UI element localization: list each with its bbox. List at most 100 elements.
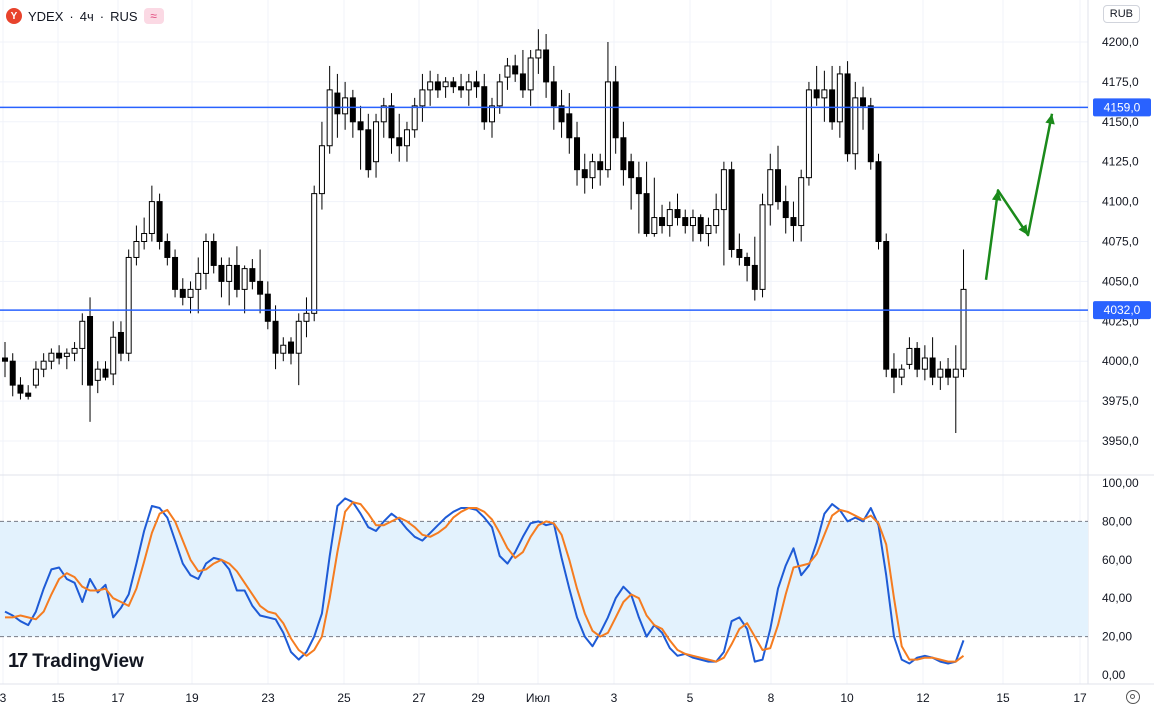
candle xyxy=(689,209,696,242)
indicator-wave-icon[interactable]: ≈ xyxy=(143,8,164,24)
candle xyxy=(63,348,70,370)
time-axis: 3 15 17 19 23 25 27 29 Июл 3 5 8 10 12 15 17 xyxy=(0,691,1087,705)
candle-down-body xyxy=(844,73,851,155)
candle xyxy=(519,49,526,98)
candle xyxy=(597,153,604,186)
candle xyxy=(481,73,488,130)
candle-down-body xyxy=(210,241,217,266)
candle xyxy=(210,233,217,274)
candle xyxy=(17,377,24,400)
candle-up-body xyxy=(373,121,380,163)
candle xyxy=(56,345,63,365)
candle-up-body xyxy=(311,193,318,314)
candle-up-body xyxy=(32,368,39,386)
candle-up-body xyxy=(403,129,410,147)
candle xyxy=(697,214,704,242)
time-tick-label: 8 xyxy=(768,691,775,705)
candle xyxy=(9,353,16,397)
candle-down-body xyxy=(17,384,24,394)
candle-down-body xyxy=(102,368,109,378)
candle xyxy=(666,201,673,237)
candle-down-body xyxy=(117,331,124,354)
candle xyxy=(342,81,349,130)
candle-down-body xyxy=(450,81,457,88)
candle xyxy=(512,54,519,82)
tradingview-logo[interactable]: 17 TradingView xyxy=(8,650,144,673)
candle xyxy=(728,161,735,258)
candle xyxy=(488,97,495,138)
candle xyxy=(566,93,573,154)
candle-up-body xyxy=(342,97,349,115)
candle-down-body xyxy=(612,81,619,139)
candle-up-body xyxy=(689,217,696,227)
candle xyxy=(535,29,542,74)
oscillator-tick-label: 80,00 xyxy=(1102,514,1132,528)
candle-down-body xyxy=(914,347,921,370)
candle xyxy=(349,89,356,138)
candle xyxy=(720,161,727,266)
candle-up-body xyxy=(604,81,611,171)
candle-up-body xyxy=(411,105,418,131)
currency-button[interactable]: RUB xyxy=(1102,5,1140,23)
price-levels[interactable] xyxy=(0,106,1088,311)
stochastic-lines xyxy=(4,497,965,665)
candle xyxy=(179,278,186,306)
forecast-arrow-head xyxy=(1045,113,1055,125)
candle-up-body xyxy=(937,368,944,378)
candle-up-body xyxy=(63,352,70,357)
candle-down-body xyxy=(597,161,604,171)
chart-header[interactable]: Y YDEX · 4ч · RUS ≈ xyxy=(6,6,164,26)
candle-down-body xyxy=(790,217,797,227)
candle xyxy=(612,65,619,154)
candle-up-body xyxy=(40,360,47,370)
candle-up-body xyxy=(921,357,928,370)
candle xyxy=(875,153,882,250)
candle xyxy=(241,265,248,314)
candle-up-body xyxy=(527,57,534,91)
candle-down-body xyxy=(288,341,295,354)
price-tick-label: 3950,0 xyxy=(1102,434,1139,448)
candle xyxy=(272,305,279,370)
candle xyxy=(233,246,240,298)
settings-gear-icon[interactable] xyxy=(1126,690,1140,704)
candle xyxy=(713,193,720,234)
forecast-arrow xyxy=(984,113,1055,280)
candle-up-body xyxy=(705,225,712,235)
exchange-label: RUS xyxy=(110,8,138,24)
candle xyxy=(558,89,565,138)
candle xyxy=(388,93,395,154)
candle xyxy=(860,86,867,130)
candle-down-body xyxy=(164,241,171,258)
candle-up-body xyxy=(836,73,843,123)
candle xyxy=(867,97,874,170)
candle-down-body xyxy=(744,256,751,266)
candle xyxy=(651,177,658,237)
stochastic-band xyxy=(0,521,1088,637)
candle-up-body xyxy=(326,89,333,147)
candle xyxy=(921,345,928,381)
candle-down-body xyxy=(543,49,550,83)
candle xyxy=(458,73,465,98)
candle-down-body xyxy=(272,320,279,354)
candle-up-body xyxy=(651,217,658,235)
candle-down-body xyxy=(473,81,480,88)
candle-down-body xyxy=(659,217,666,227)
time-tick-label: Июл xyxy=(526,691,550,705)
candle-up-body xyxy=(419,89,426,107)
candle xyxy=(643,161,650,237)
candle-up-body xyxy=(960,288,967,370)
candle-down-body xyxy=(365,129,372,171)
candle xyxy=(380,97,387,138)
candle-down-body xyxy=(945,368,952,378)
candle-up-body xyxy=(898,368,905,378)
candle-down-body xyxy=(635,177,642,195)
candle xyxy=(79,313,86,386)
candle-up-body xyxy=(852,97,859,155)
candle-down-body xyxy=(574,137,581,171)
time-tick-label: 25 xyxy=(337,691,351,705)
candle xyxy=(744,252,751,282)
interval-label[interactable]: 4ч xyxy=(79,8,94,24)
candle-down-body xyxy=(2,357,8,362)
candle xyxy=(604,42,611,178)
